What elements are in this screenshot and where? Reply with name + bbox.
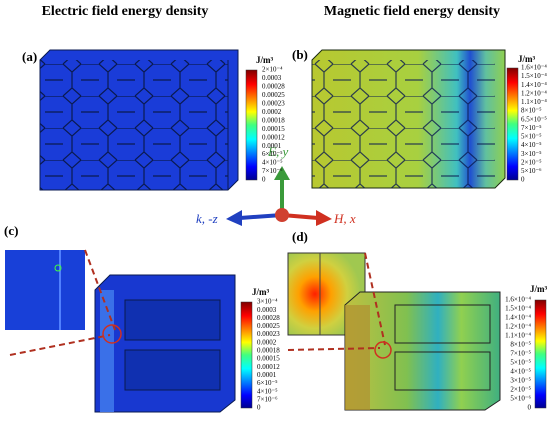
structure-b xyxy=(311,49,506,189)
colorbar-tick-label: 4×10⁻⁵ xyxy=(262,159,283,167)
colorbar-tick-label: 0 xyxy=(262,176,266,184)
colorbar-tick-label: 3×10⁻⁵ xyxy=(521,150,542,158)
colorbar-tick-label: 0.00015 xyxy=(257,355,280,363)
colorbar-tick-label: 8×10⁻⁵ xyxy=(510,341,531,349)
colorbar-tick-label: 4×10⁻⁵ xyxy=(257,387,278,395)
colorbar-tick-label: 5×10⁻⁶ xyxy=(510,395,531,403)
colorbar-tick-label: 7×10⁻⁶ xyxy=(262,167,283,175)
colorbar-unit: J/m³ xyxy=(530,284,547,294)
colorbar-tick-label: 2×10⁻⁵ xyxy=(510,386,531,394)
structure-a xyxy=(39,49,239,191)
colorbar-unit: J/m³ xyxy=(252,287,269,297)
colorbar-tick-label: 5×10⁻⁵ xyxy=(510,359,531,367)
colorbar-tick-label: 6.5×10⁻⁵ xyxy=(521,115,547,123)
colorbar xyxy=(534,299,547,409)
colorbar-unit: J/m³ xyxy=(518,54,535,64)
colorbar-tick-label: 0.00025 xyxy=(257,322,280,330)
colorbar-tick-label: 1.2×10⁻⁴ xyxy=(521,89,547,97)
colorbar-tick-label: 5×10⁻⁶ xyxy=(521,167,542,175)
title: Magnetic field energy density xyxy=(324,4,500,19)
colorbar-tick-label: 1.6×10⁻⁴ xyxy=(505,296,531,304)
axis-label: k, -z xyxy=(196,211,218,226)
panel-label: (c) xyxy=(4,223,18,238)
colorbar-tick-label: 0.0002 xyxy=(262,108,282,116)
colorbar-tick-label: 3×10⁻⁴ xyxy=(257,298,278,306)
panel-label: (a) xyxy=(22,49,37,64)
colorbar-tick-label: 1.1×10⁻⁴ xyxy=(505,332,531,340)
colorbar-tick-label: 6×10⁻⁵ xyxy=(257,379,278,387)
colorbar-tick-label: 0.00028 xyxy=(262,83,285,91)
colorbar-tick-label: 0.00025 xyxy=(262,91,285,99)
colorbar-tick-label: 0.0001 xyxy=(262,142,282,150)
colorbar-tick-label: 2×10⁻⁴ xyxy=(262,66,283,74)
colorbar-tick-label: 1.1×10⁻⁴ xyxy=(521,98,547,106)
colorbar-tick-label: 0.0003 xyxy=(257,306,277,314)
colorbar-tick-label: 7×10⁻⁵ xyxy=(521,124,542,132)
colorbar-tick-label: 2×10⁻⁵ xyxy=(521,158,542,166)
colorbar-tick-label: 4×10⁻⁵ xyxy=(510,368,531,376)
colorbar-tick-label: 8×10⁻⁵ xyxy=(521,107,542,115)
colorbar-tick-label: 1.2×10⁻⁴ xyxy=(505,323,531,331)
colorbar-tick-label: 0.00018 xyxy=(262,116,285,124)
colorbar-tick-label: 7×10⁻⁵ xyxy=(510,350,531,358)
colorbar-tick-label: 0 xyxy=(528,404,532,412)
colorbar-tick-label: 0.00012 xyxy=(257,363,280,371)
colorbar-tick-label: 1.5×10⁻⁴ xyxy=(521,72,547,80)
axis-label: E, y xyxy=(267,144,288,159)
colorbar-tick-label: 0.00018 xyxy=(257,347,280,355)
colorbar-tick-label: 5×10⁻⁵ xyxy=(521,133,542,141)
axis-label: H, x xyxy=(333,211,356,226)
colorbar-tick-label: 0.0001 xyxy=(257,371,277,379)
colorbar-tick-label: 6×10⁻⁵ xyxy=(262,150,283,158)
colorbar-tick-label: 0.00012 xyxy=(262,133,285,141)
colorbar xyxy=(245,69,258,181)
colorbar-unit: J/m³ xyxy=(256,55,273,65)
colorbar-tick-label: 0.00028 xyxy=(257,314,280,322)
colorbar xyxy=(240,301,253,409)
colorbar-tick-label: 3×10⁻⁵ xyxy=(510,377,531,385)
colorbar-tick-label: 4×10⁻⁵ xyxy=(521,141,542,149)
axes-triad: E, y k, -z H, x xyxy=(196,144,356,226)
colorbar-tick-label: 0 xyxy=(521,176,525,184)
colorbar-tick-label: 0.00023 xyxy=(257,330,280,338)
panel-label: (b) xyxy=(292,47,308,62)
title: Electric field energy density xyxy=(42,4,209,19)
colorbar-tick-label: 0 xyxy=(257,404,261,412)
colorbar-tick-label: 1.4×10⁻⁴ xyxy=(505,314,531,322)
colorbar-tick-label: 7×10⁻⁶ xyxy=(257,395,278,403)
structure-d xyxy=(287,252,501,411)
colorbar-tick-label: 0.00015 xyxy=(262,125,285,133)
colorbar-tick-label: 0.0003 xyxy=(262,74,282,82)
colorbar-tick-label: 1.4×10⁻⁴ xyxy=(521,81,547,89)
colorbar xyxy=(506,67,519,181)
panel-label: (d) xyxy=(292,229,308,244)
structure-c xyxy=(5,249,236,413)
colorbar-tick-label: 1.6×10⁻⁴ xyxy=(521,64,547,72)
colorbar-tick-label: 0.0002 xyxy=(257,338,277,346)
colorbar-tick-label: 0.00023 xyxy=(262,99,285,107)
colorbar-tick-label: 1.5×10⁻⁴ xyxy=(505,305,531,313)
